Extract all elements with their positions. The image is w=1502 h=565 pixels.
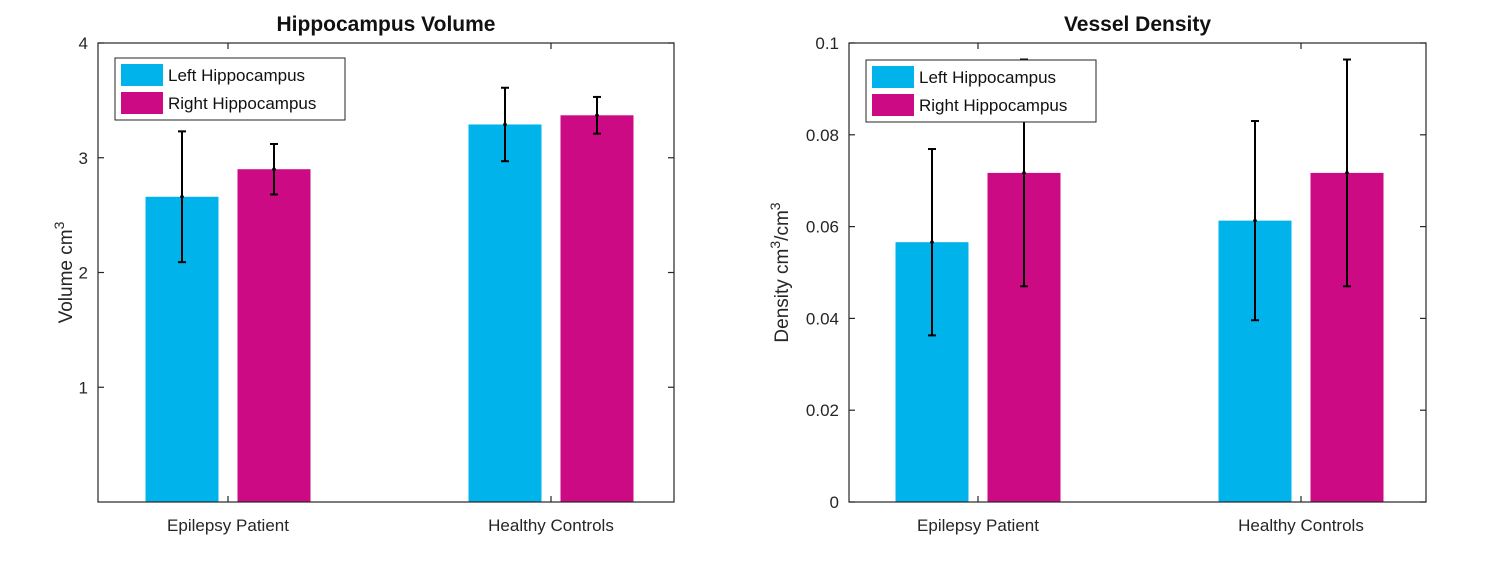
y-tick-label: 0.04	[806, 309, 839, 328]
y-axis-label-text: Volume cm	[56, 229, 77, 323]
y-tick-label: 4	[79, 34, 88, 53]
mean-marker-0-1	[503, 122, 507, 127]
legend-swatch-0	[121, 64, 163, 86]
bar-right-hippocampus-1	[560, 115, 634, 502]
y-tick-label: 3	[79, 149, 88, 168]
y-axis-label-sup2: 3	[767, 202, 783, 210]
legend: Left Hippocampus Right Hippocampus	[865, 59, 1097, 123]
axes-box	[848, 42, 1427, 503]
y-tick-label: 2	[79, 264, 88, 283]
y-tick-label: 0.1	[815, 34, 839, 53]
y-axis-label-sup: 3	[767, 241, 783, 249]
chart-vessel-density: 0 0.02 0.04 0.06 0.08 0.1 Epilepsy Patient Heal…	[767, 13, 1427, 535]
x-category-label: Epilepsy Patient	[167, 516, 289, 535]
legend-swatch-0	[872, 66, 914, 88]
legend: Left Hippocampus Right Hippocampus	[114, 57, 346, 121]
y-axis-label-sup: 3	[51, 221, 67, 229]
legend-label-1: Right Hippocampus	[919, 96, 1067, 115]
mean-marker-1-1	[595, 113, 599, 118]
x-category-label: Healthy Controls	[488, 516, 614, 535]
mean-marker-0-0	[180, 194, 184, 199]
mean-marker-0-1	[1253, 218, 1257, 223]
legend-label-0: Left Hippocampus	[168, 66, 305, 85]
chart-hippocampus-volume: 1 2 3 4 Epilepsy Patient Healthy Controls Hipp…	[51, 13, 675, 535]
y-axis-label: Volume cm3	[51, 221, 77, 323]
y-axis-label-text: Density cm	[772, 249, 793, 343]
chart-title: Vessel Density	[1064, 13, 1211, 36]
y-tick-label: 0.08	[806, 126, 839, 145]
legend-swatch-1	[872, 94, 914, 116]
mean-marker-0-0	[930, 240, 934, 245]
y-tick-label: 0	[830, 493, 839, 512]
bar-left-hippocampus-1	[468, 124, 542, 502]
y-tick-label: 0.06	[806, 218, 839, 237]
legend-label-0: Left Hippocampus	[919, 68, 1056, 87]
mean-marker-1-0	[272, 167, 276, 172]
y-axis-label: Density cm3/cm3	[767, 202, 793, 342]
y-tick-label: 1	[79, 378, 88, 397]
chart-title: Hippocampus Volume	[277, 13, 496, 36]
legend-swatch-1	[121, 92, 163, 114]
y-tick-label: 0.02	[806, 401, 839, 420]
x-category-label: Healthy Controls	[1238, 516, 1364, 535]
x-category-label: Epilepsy Patient	[917, 516, 1039, 535]
bar-right-hippocampus-0	[237, 169, 311, 502]
mean-marker-1-1	[1345, 171, 1349, 175]
legend-label-1: Right Hippocampus	[168, 94, 316, 113]
mean-marker-1-0	[1022, 171, 1026, 175]
y-axis-label-tail: /cm	[772, 210, 793, 241]
